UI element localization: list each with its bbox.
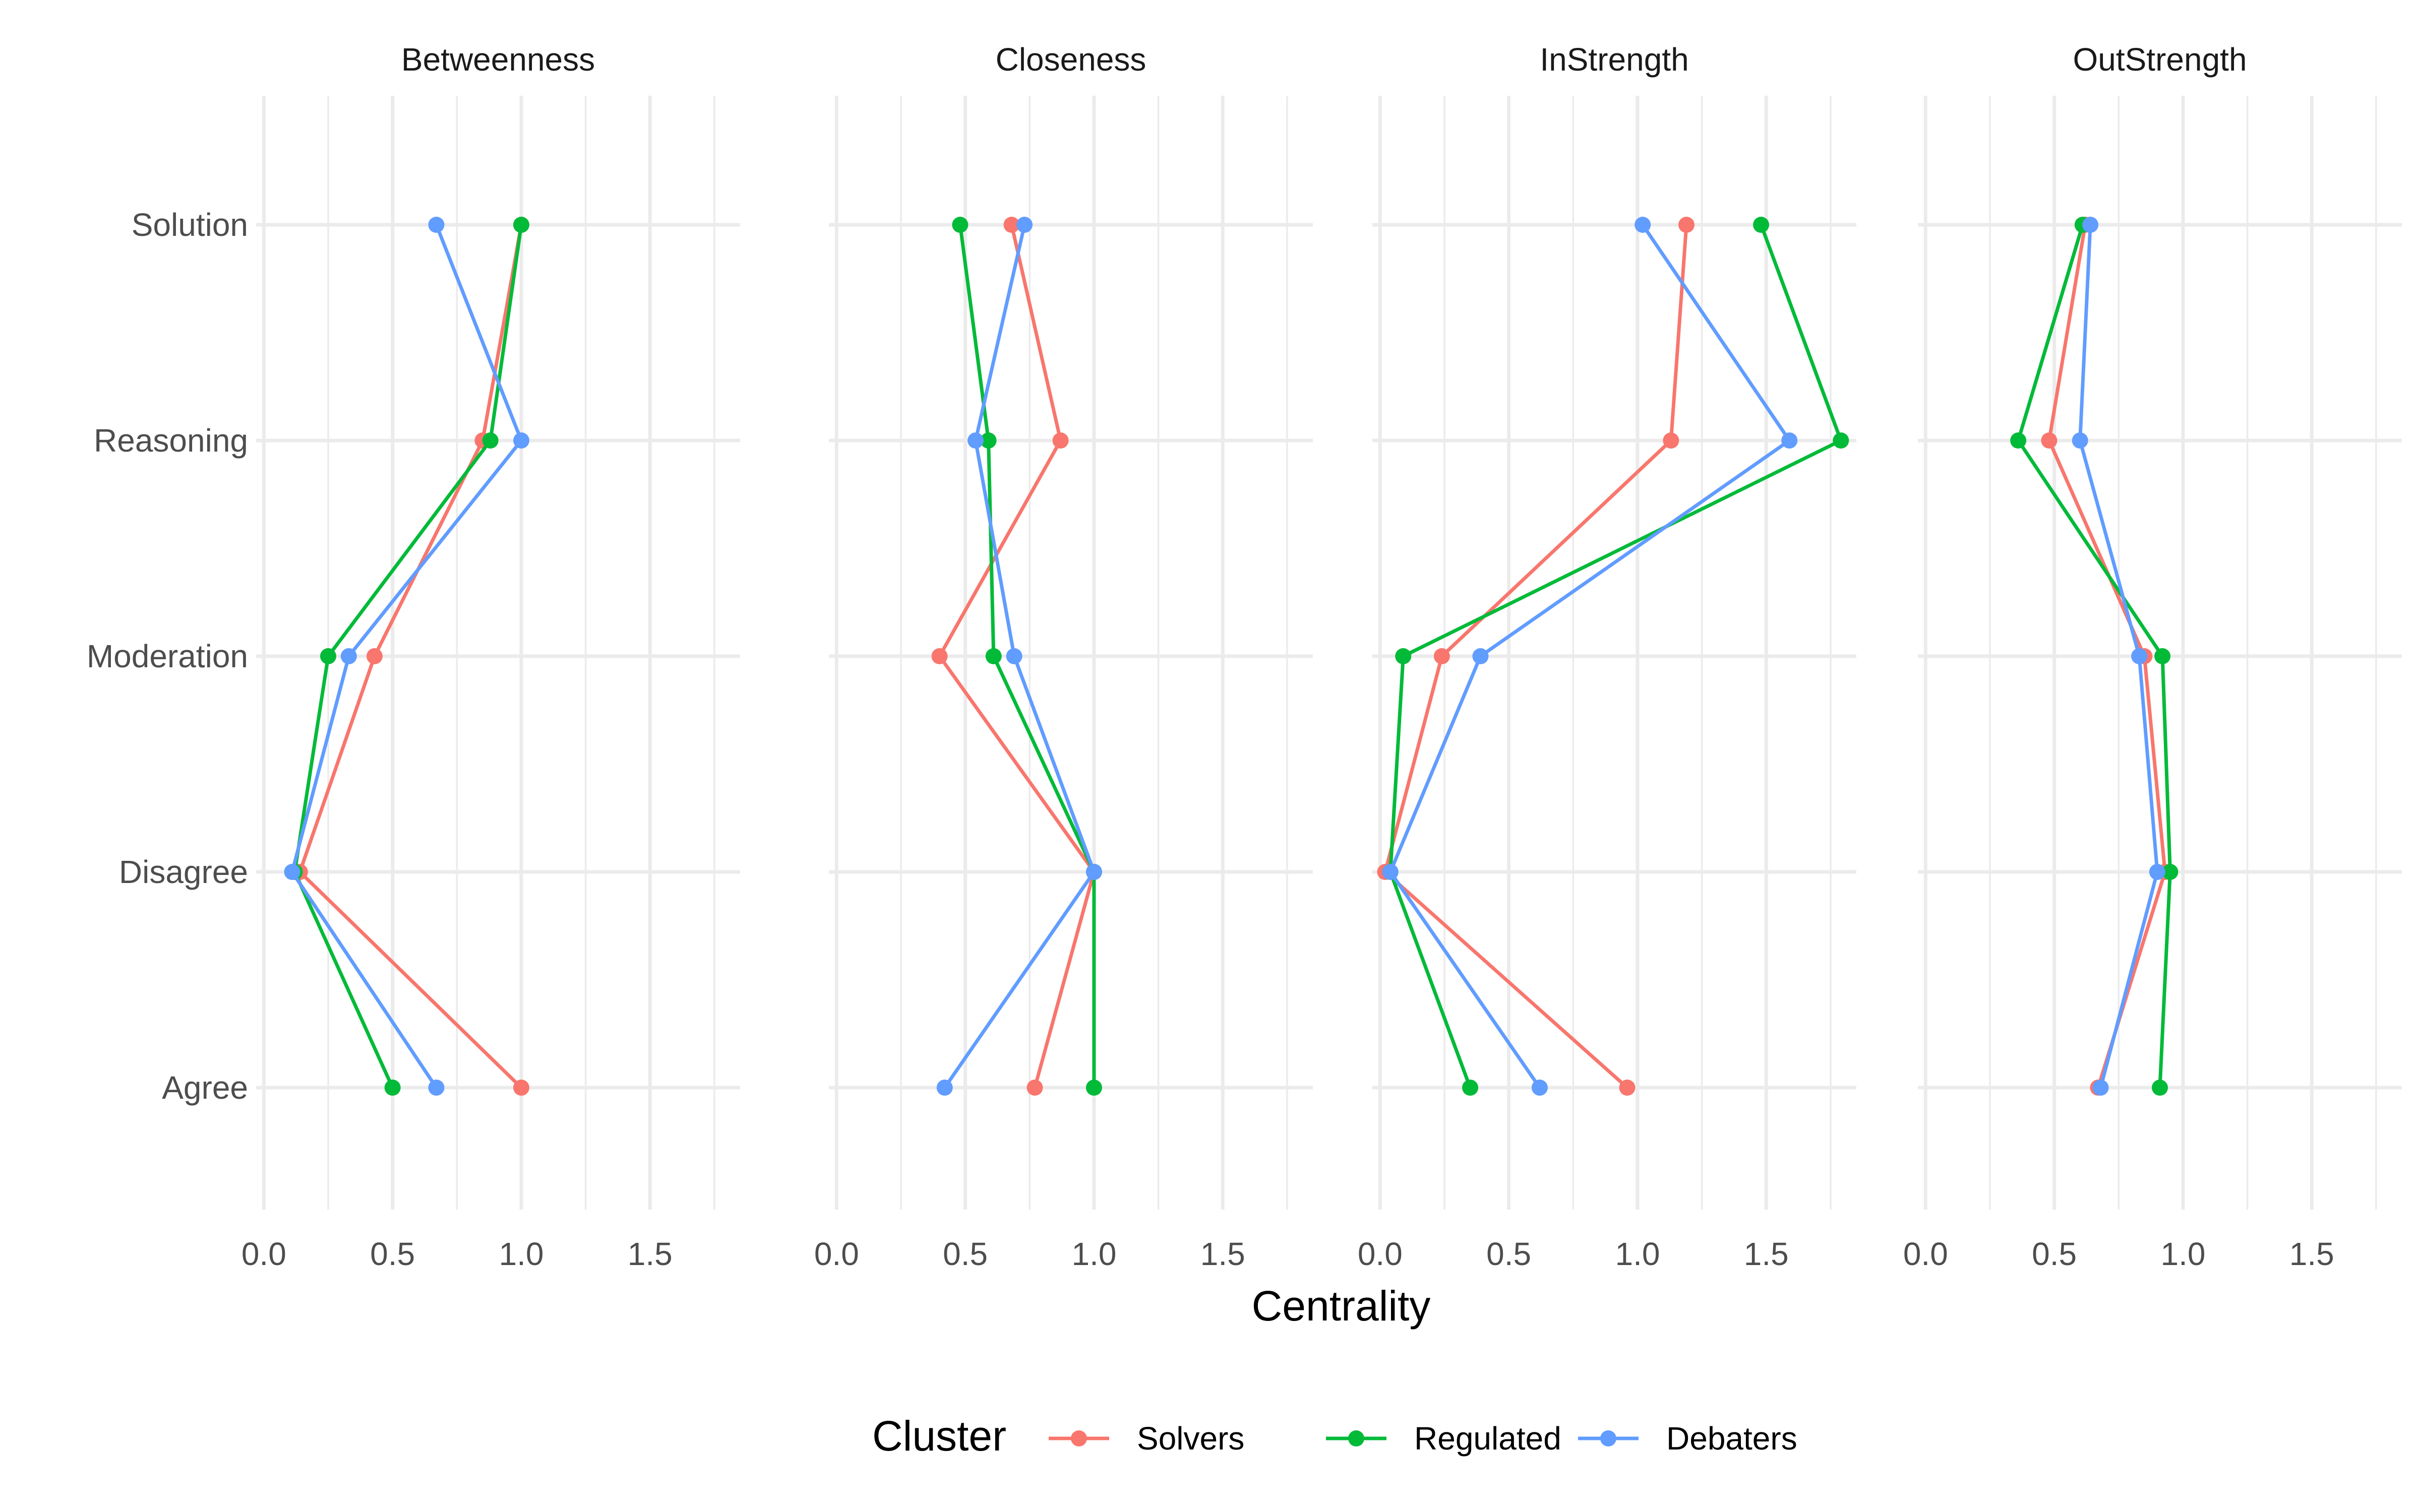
x-tick-label: 1.0 (1615, 1236, 1660, 1272)
data-point-agree (384, 1080, 401, 1096)
series-debaters (1382, 217, 1798, 1096)
series-debaters (936, 217, 1102, 1096)
x-tick-label: 0.0 (1903, 1236, 1948, 1272)
data-point-reasoning (513, 432, 529, 449)
x-tick-label: 1.5 (1200, 1236, 1245, 1272)
legend-key-point (1348, 1430, 1364, 1446)
data-point-solution (1635, 217, 1651, 233)
data-point-moderation (2154, 648, 2171, 664)
panel-outstrength: OutStrength 0.0 0.5 1.0 1.5 (1903, 41, 2402, 1272)
series-debaters (284, 217, 529, 1096)
data-point-agree (2152, 1080, 2168, 1096)
x-tick-label: 0.5 (2032, 1236, 2077, 1272)
data-point-reasoning (980, 432, 997, 449)
legend-item-regulated: Regulated (1326, 1420, 1561, 1457)
data-point-agree (936, 1080, 953, 1096)
x-tick-label: 1.5 (628, 1236, 673, 1272)
data-point-reasoning (1052, 432, 1069, 449)
data-point-moderation (1395, 648, 1412, 664)
x-tick-label: 0.0 (1358, 1236, 1403, 1272)
series-solvers (1377, 217, 1695, 1096)
x-tick-label: 1.0 (499, 1236, 543, 1272)
data-point-agree (1462, 1080, 1479, 1096)
y-tick-label-disagree: Disagree (119, 854, 248, 890)
legend-key-point (1071, 1430, 1087, 1446)
data-point-moderation (931, 648, 948, 664)
legend-item-solvers: Solvers (1049, 1420, 1244, 1457)
legend-item-debaters: Debaters (1578, 1420, 1797, 1457)
x-tick-label: 1.5 (2289, 1236, 2334, 1272)
data-point-disagree (1382, 864, 1399, 880)
y-axis: Solution Reasoning Moderation Disagree Agree (87, 207, 248, 1106)
data-point-moderation (1472, 648, 1489, 664)
x-tick-label: 0.5 (943, 1236, 988, 1272)
data-point-reasoning (1663, 432, 1679, 449)
panel-closeness: Closeness 0.0 0.5 1.0 1.5 (814, 41, 1313, 1272)
data-point-solution (952, 217, 969, 233)
data-point-disagree (284, 864, 300, 880)
y-tick-label-reasoning: Reasoning (94, 422, 248, 459)
data-point-agree (428, 1080, 445, 1096)
data-point-reasoning (967, 432, 984, 449)
facet-panels: Betweenness 0.0 0.5 1.0 1.5 Closeness 0.0 0.5 1.… (241, 41, 2402, 1272)
data-point-agree (1619, 1080, 1636, 1096)
data-point-reasoning (2072, 432, 2088, 449)
data-point-disagree (2162, 864, 2179, 880)
x-tick-label: 0.5 (1486, 1236, 1531, 1272)
data-point-solution (428, 217, 445, 233)
x-tick-label: 1.5 (1744, 1236, 1789, 1272)
panel-title: InStrength (1540, 41, 1688, 78)
data-point-reasoning (2010, 432, 2027, 449)
data-point-moderation (320, 648, 336, 664)
legend-key-point (1600, 1430, 1616, 1446)
x-tick-label: 1.0 (1071, 1236, 1116, 1272)
x-tick-label: 0.0 (241, 1236, 286, 1272)
data-point-moderation (340, 648, 357, 664)
data-point-reasoning (1781, 432, 1798, 449)
panel-instrength: InStrength 0.0 0.5 1.0 1.5 (1358, 41, 1856, 1272)
data-point-agree (513, 1080, 529, 1096)
legend: Cluster Solvers Regulated Debaters (872, 1412, 1797, 1460)
y-tick-label-agree: Agree (162, 1069, 248, 1106)
data-point-disagree (2149, 864, 2165, 880)
data-point-agree (1026, 1080, 1043, 1096)
x-tick-label: 0.0 (814, 1236, 859, 1272)
x-axis-title: Centrality (1252, 1282, 1431, 1330)
legend-title: Cluster (872, 1412, 1006, 1460)
data-point-reasoning (2041, 432, 2058, 449)
panel-title: Closeness (996, 41, 1146, 78)
x-tick-label: 1.0 (2160, 1236, 2205, 1272)
data-point-solution (1753, 217, 1770, 233)
data-point-moderation (2131, 648, 2148, 664)
legend-label: Debaters (1666, 1420, 1797, 1457)
data-point-solution (1003, 217, 1020, 233)
panel-title: Betweenness (401, 41, 595, 78)
data-point-moderation (1433, 648, 1450, 664)
data-point-moderation (985, 648, 1002, 664)
x-tick-label: 0.5 (370, 1236, 415, 1272)
data-point-reasoning (1833, 432, 1849, 449)
data-point-solution (513, 217, 529, 233)
y-tick-label-moderation: Moderation (87, 638, 248, 674)
data-point-agree (1531, 1080, 1548, 1096)
series-debaters (2072, 217, 2165, 1096)
data-point-moderation (1006, 648, 1022, 664)
y-tick-label-solution: Solution (132, 207, 248, 243)
panel-betweenness: Betweenness 0.0 0.5 1.0 1.5 (241, 41, 740, 1272)
data-point-moderation (366, 648, 383, 664)
data-point-solution (1016, 217, 1033, 233)
data-point-solution (2082, 217, 2099, 233)
data-point-solution (1678, 217, 1695, 233)
data-point-agree (2092, 1080, 2109, 1096)
legend-label: Regulated (1414, 1420, 1561, 1457)
data-point-agree (1085, 1080, 1102, 1096)
legend-label: Solvers (1137, 1420, 1244, 1457)
data-point-disagree (1085, 864, 1102, 880)
panel-title: OutStrength (2073, 41, 2247, 78)
data-point-reasoning (482, 432, 499, 449)
